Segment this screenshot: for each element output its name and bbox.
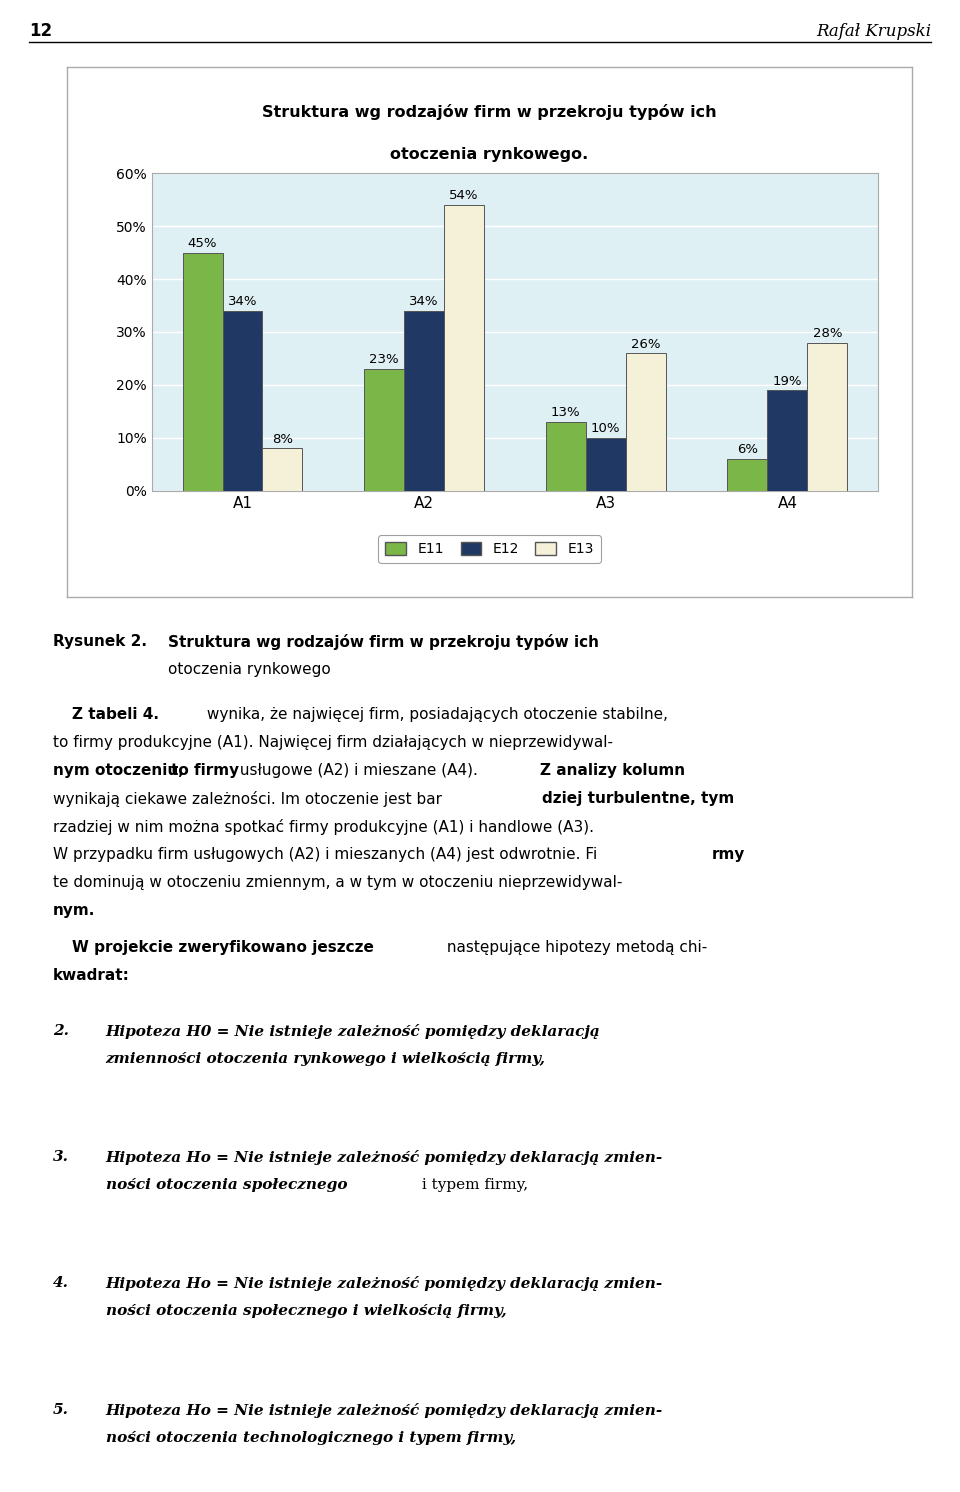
Bar <box>586 439 626 491</box>
Text: kwadrat:: kwadrat: <box>53 968 130 983</box>
Text: Hipoteza Ho = Nie istnieje zależność pomiędzy deklaracją zmien-: Hipoteza Ho = Nie istnieje zależność pom… <box>106 1402 662 1417</box>
Text: 26%: 26% <box>631 337 660 351</box>
Text: 2.: 2. <box>53 1024 69 1038</box>
Text: otoczenia rynkowego.: otoczenia rynkowego. <box>391 146 588 161</box>
Text: Z tabeli 4.: Z tabeli 4. <box>72 707 159 722</box>
Text: 19%: 19% <box>773 374 803 388</box>
Text: 13%: 13% <box>551 406 581 419</box>
Text: zmienności otoczenia rynkowego i wielkością firmy,: zmienności otoczenia rynkowego i wielkoś… <box>106 1052 545 1067</box>
Text: rzadziej w nim można spotkać firmy produkcyjne (A1) i handlowe (A3).: rzadziej w nim można spotkać firmy produ… <box>53 819 594 836</box>
Bar <box>626 354 665 491</box>
Bar <box>728 460 767 491</box>
Text: Rysunek 2.: Rysunek 2. <box>53 634 147 649</box>
Text: dziej turbulentne, tym: dziej turbulentne, tym <box>542 791 734 806</box>
Text: ności otoczenia społecznego: ności otoczenia społecznego <box>106 1179 348 1192</box>
Text: Struktura wg rodzajów firm w przekroju typów ich: Struktura wg rodzajów firm w przekroju t… <box>262 104 717 121</box>
Legend: E11, E12, E13: E11, E12, E13 <box>378 536 601 562</box>
Text: 3.: 3. <box>53 1150 69 1164</box>
Text: to firmy: to firmy <box>171 762 239 779</box>
Text: następujące hipotezy metodą chi-: następujące hipotezy metodą chi- <box>442 940 707 955</box>
Text: nym.: nym. <box>53 903 95 919</box>
Bar <box>182 252 223 491</box>
Text: Rafał Krupski: Rafał Krupski <box>816 22 931 40</box>
Text: 5.: 5. <box>53 1402 69 1417</box>
Text: to firmy produkcyjne (A1). Najwięcej firm działających w nieprzewidywal-: to firmy produkcyjne (A1). Najwięcej fir… <box>53 736 612 750</box>
Text: 54%: 54% <box>449 189 479 203</box>
Text: W przypadku firm usługowych (A2) i mieszanych (A4) jest odwrotnie. Fi: W przypadku firm usługowych (A2) i miesz… <box>53 847 597 862</box>
Text: ności otoczenia technologicznego i typem firmy,: ności otoczenia technologicznego i typem… <box>106 1431 516 1444</box>
Text: 12: 12 <box>29 22 52 40</box>
Text: 23%: 23% <box>370 354 399 367</box>
Text: otoczenia rynkowego: otoczenia rynkowego <box>168 662 331 677</box>
Text: nym otoczeniu,: nym otoczeniu, <box>53 762 189 779</box>
Text: usługowe (A2) i mieszane (A4).: usługowe (A2) i mieszane (A4). <box>235 762 483 779</box>
Bar <box>807 343 848 491</box>
Text: 4.: 4. <box>53 1277 69 1291</box>
Text: W projekcie zweryfikowano jeszcze: W projekcie zweryfikowano jeszcze <box>72 940 373 955</box>
Bar <box>364 369 404 491</box>
Text: Hipoteza H0 = Nie istnieje zależność pomiędzy deklaracją: Hipoteza H0 = Nie istnieje zależność pom… <box>106 1024 600 1038</box>
Bar <box>767 391 807 491</box>
Bar <box>223 310 262 491</box>
Text: 34%: 34% <box>228 295 257 309</box>
Bar <box>262 449 302 491</box>
Text: 8%: 8% <box>272 433 293 446</box>
Text: wynika, że najwięcej firm, posiadających otoczenie stabilne,: wynika, że najwięcej firm, posiadających… <box>202 707 667 722</box>
Bar <box>444 204 484 491</box>
Text: Hipoteza Ho = Nie istnieje zależność pomiędzy deklaracją zmien-: Hipoteza Ho = Nie istnieje zależność pom… <box>106 1150 662 1165</box>
Text: 28%: 28% <box>812 327 842 340</box>
Text: wynikają ciekawe zależności. Im otoczenie jest bar: wynikają ciekawe zależności. Im otoczeni… <box>53 791 442 807</box>
Text: 6%: 6% <box>737 443 758 457</box>
Text: 45%: 45% <box>188 237 217 249</box>
Text: rmy: rmy <box>711 847 745 862</box>
Text: te dominują w otoczeniu zmiennym, a w tym w otoczeniu nieprzewidywal-: te dominują w otoczeniu zmiennym, a w ty… <box>53 876 622 891</box>
Bar <box>404 310 444 491</box>
Text: Struktura wg rodzajów firm w przekroju typów ich: Struktura wg rodzajów firm w przekroju t… <box>168 634 599 651</box>
Text: Z analizy kolumn: Z analizy kolumn <box>540 762 685 779</box>
Text: 34%: 34% <box>409 295 439 309</box>
Text: Hipoteza Ho = Nie istnieje zależność pomiędzy deklaracją zmien-: Hipoteza Ho = Nie istnieje zależność pom… <box>106 1277 662 1292</box>
Text: ności otoczenia społecznego i wielkością firmy,: ności otoczenia społecznego i wielkością… <box>106 1304 506 1319</box>
Text: 10%: 10% <box>591 422 620 436</box>
Text: i typem firmy,: i typem firmy, <box>417 1179 528 1192</box>
Bar <box>546 422 586 491</box>
